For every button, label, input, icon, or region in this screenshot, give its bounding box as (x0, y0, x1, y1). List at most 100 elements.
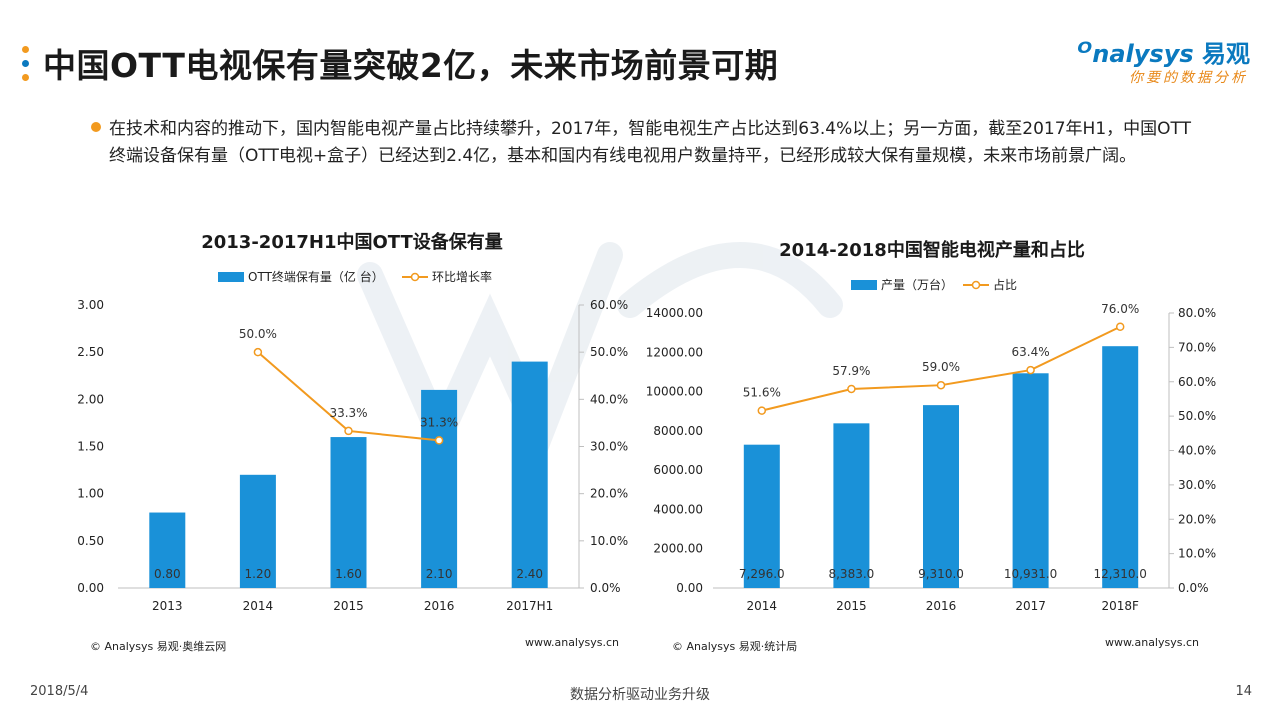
bar (239, 474, 276, 588)
page-title: 中国OTT电视保有量突破2亿，未来市场前景可期 (43, 46, 779, 85)
x-tick-label: 2015 (836, 599, 867, 613)
line-point (847, 384, 856, 394)
x-tick-label: 2017 (1015, 599, 1046, 613)
bar-value-label: 9,310.0 (918, 567, 964, 581)
bullet-icon (91, 122, 101, 132)
title-bar: 中国OTT电视保有量突破2亿，未来市场前景可期 (22, 40, 778, 86)
line-value-label: 31.3% (420, 415, 458, 429)
y-right-tick-label: 70.0% (1178, 340, 1216, 354)
y-left-tick-label: 10000.00 (646, 385, 703, 399)
y-right-tick-label: 40.0% (1178, 444, 1216, 458)
bar (330, 437, 367, 588)
title-decoration (22, 45, 29, 81)
y-left-tick-label: 0.00 (77, 581, 104, 595)
y-right-tick-label: 50.0% (590, 345, 628, 359)
y-right-tick-label: 50.0% (1178, 409, 1216, 423)
line-point (1026, 365, 1035, 375)
y-right-tick-label: 40.0% (590, 392, 628, 406)
bar (511, 361, 548, 588)
legend-line-marker (971, 280, 981, 290)
bar (1012, 373, 1049, 588)
y-left-tick-label: 1.00 (77, 487, 104, 501)
line-point (434, 436, 444, 445)
chart1-source: © Analysys 易观·奥维云网 (90, 640, 227, 653)
bar (743, 444, 780, 588)
y-left-tick-label: 2.50 (77, 345, 104, 359)
bar-value-label: 0.80 (154, 567, 181, 581)
logo-mark-icon: ᴼ (1077, 36, 1093, 69)
legend-bar-swatch (218, 272, 244, 282)
legend-bar-label: OTT终端保有量（亿 台） (248, 269, 384, 284)
x-tick-label: 2014 (243, 599, 274, 613)
legend-line-label: 环比增长率 (432, 269, 492, 284)
bar-value-label: 1.60 (335, 567, 362, 581)
y-right-tick-label: 30.0% (590, 440, 628, 454)
title-dot (22, 59, 29, 67)
bar-value-label: 2.10 (426, 567, 453, 581)
y-left-tick-label: 0.00 (676, 581, 703, 595)
y-left-tick-label: 4000.00 (653, 502, 703, 516)
logo-brand-cn: 易观 (1202, 40, 1250, 68)
line-value-label: 33.3% (329, 406, 367, 420)
bar (149, 512, 186, 588)
line-value-label: 51.6% (743, 386, 781, 400)
title-dot (22, 73, 29, 81)
bar-value-label: 12,310.0 (1093, 567, 1146, 581)
y-right-tick-label: 0.0% (1178, 581, 1209, 595)
x-tick-label: 2014 (747, 599, 778, 613)
page-number: 14 (1235, 684, 1252, 699)
y-left-tick-label: 6000.00 (653, 463, 703, 477)
y-right-tick-label: 60.0% (1178, 375, 1216, 389)
line-point (936, 380, 946, 390)
chart1-url: www.analysys.cn (525, 636, 619, 649)
legend-bar-label: 产量（万台） (881, 277, 953, 292)
line-point (253, 347, 263, 357)
y-right-tick-label: 20.0% (590, 487, 628, 501)
x-tick-label: 2017H1 (506, 599, 553, 613)
chart-title: 2014-2018中国智能电视产量和占比 (779, 239, 1085, 261)
title-dot (22, 45, 29, 53)
y-left-tick-label: 1.50 (77, 440, 104, 454)
x-tick-label: 2015 (333, 599, 364, 613)
line-value-label: 76.0% (1101, 302, 1139, 316)
line-point (757, 406, 767, 415)
bar (923, 405, 959, 588)
bar (421, 389, 458, 588)
y-right-tick-label: 10.0% (590, 534, 628, 548)
logo-brand: ᴼnalysys 易观 (1077, 34, 1250, 69)
footer-slogan: 数据分析驱动业务升级 (570, 687, 710, 703)
logo-brand-text: nalysys (1092, 40, 1194, 68)
y-right-tick-label: 30.0% (1178, 478, 1216, 492)
bar-value-label: 8,383.0 (828, 567, 874, 581)
y-right-tick-label: 0.0% (590, 581, 621, 595)
summary-bullet: 在技术和内容的推动下，国内智能电视产量占比持续攀升，2017年，智能电视生产占比… (91, 116, 1201, 170)
bar-value-label: 10,931.0 (1004, 567, 1057, 581)
y-left-tick-label: 14000.00 (646, 306, 703, 320)
y-right-tick-label: 80.0% (1178, 306, 1216, 320)
chart2-source: © Analysys 易观·统计局 (672, 640, 798, 653)
x-tick-label: 2013 (152, 599, 183, 613)
line-point (344, 426, 353, 436)
x-tick-label: 2018F (1101, 599, 1139, 613)
line-point (1115, 322, 1125, 331)
line-value-label: 59.0% (922, 360, 960, 374)
y-left-tick-label: 0.50 (77, 534, 104, 548)
y-left-tick-label: 12000.00 (646, 345, 703, 359)
line-value-label: 57.9% (832, 364, 870, 378)
footer-date: 2018/5/4 (30, 684, 89, 699)
bar (833, 423, 870, 588)
y-right-tick-label: 20.0% (1178, 512, 1216, 526)
logo-slogan: 你要的数据分析 (1129, 70, 1248, 86)
chart-title: 2013-2017H1中国OTT设备保有量 (201, 231, 503, 253)
line-value-label: 63.4% (1012, 345, 1050, 359)
y-left-tick-label: 2.00 (77, 392, 104, 406)
legend-line-label: 占比 (993, 277, 1017, 292)
analysys-logo: ᴼnalysys 易观 你要的数据分析 (1050, 34, 1250, 90)
y-right-tick-label: 10.0% (1178, 547, 1216, 561)
line-value-label: 50.0% (239, 327, 277, 341)
y-right-tick-label: 60.0% (590, 298, 628, 312)
bar-value-label: 2.40 (516, 567, 543, 581)
bar (1102, 346, 1139, 588)
bar-value-label: 7,296.0 (739, 567, 785, 581)
